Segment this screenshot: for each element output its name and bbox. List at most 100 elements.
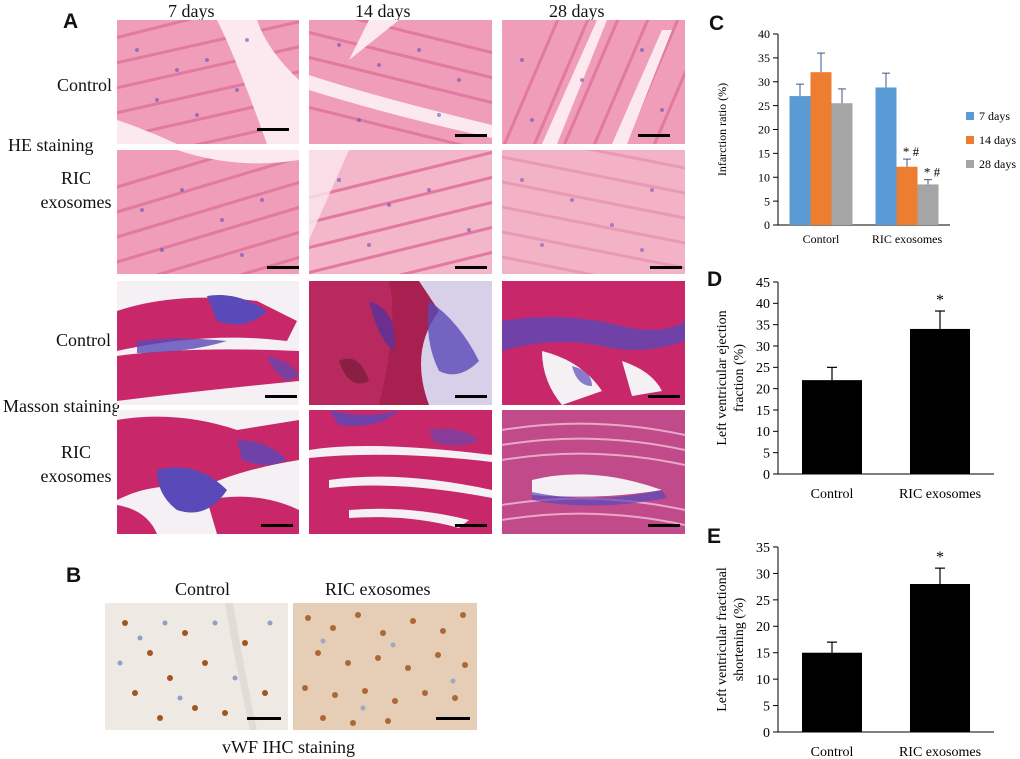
scale-bar	[455, 395, 487, 398]
y-tick-label: 25	[756, 361, 770, 376]
bar	[802, 380, 862, 474]
y-tick-label: 20	[758, 123, 770, 137]
scale-bar	[455, 266, 487, 269]
column-header-7-days: 7 days	[168, 1, 215, 21]
panel-a-letter: A	[63, 10, 79, 33]
y-tick-label: 40	[756, 297, 770, 312]
y-axis-label-line: shortening (%)	[732, 597, 747, 681]
y-axis-label: Infarction ratio (%)	[715, 83, 729, 176]
ihc-caption: vWF IHC staining	[222, 737, 355, 757]
stain-label-masson: Masson staining	[3, 396, 121, 416]
stain-label-he: HE staining	[8, 135, 94, 155]
y-axis-label: Left ventricular ejection fraction (%)	[715, 310, 747, 445]
bar	[910, 584, 970, 732]
masson-texture	[309, 281, 492, 405]
legend-label: 28 days	[979, 157, 1016, 171]
bar	[831, 103, 853, 225]
column-header-b-control: Control	[175, 579, 231, 599]
he-texture	[502, 20, 685, 144]
x-tick-label: Control	[811, 745, 854, 759]
significance-marker: * #	[924, 165, 941, 180]
y-tick-label: 10	[756, 425, 770, 440]
scale-bar	[267, 266, 299, 269]
bar	[875, 87, 897, 225]
y-tick-label: 45	[756, 276, 770, 291]
bar	[802, 652, 862, 732]
y-tick-label: 25	[756, 594, 770, 609]
bar	[789, 96, 811, 225]
masson-texture	[502, 410, 685, 534]
y-tick-label: 30	[758, 75, 770, 89]
y-tick-label: 0	[763, 726, 770, 741]
panel-b-letter: B	[66, 564, 82, 587]
masson-ric-7d-image	[117, 410, 299, 534]
column-header-28-days: 28 days	[549, 1, 605, 21]
masson-texture	[117, 281, 299, 405]
y-axis-label-line: fraction (%)	[732, 344, 747, 412]
masson-control-14d-image	[309, 281, 492, 405]
he-ric-28d-image	[502, 150, 685, 274]
y-tick-label: 35	[758, 51, 770, 65]
y-tick-label: 30	[756, 567, 770, 582]
y-tick-label: 10	[756, 673, 770, 688]
legend-label: 14 days	[979, 133, 1016, 147]
y-tick-label: 10	[758, 170, 770, 184]
y-tick-label: 15	[756, 404, 770, 419]
he-control-28d-image	[502, 20, 685, 144]
scale-bar	[261, 524, 293, 527]
column-header-14-days: 14 days	[355, 1, 411, 21]
y-tick-label: 30	[756, 340, 770, 355]
masson-texture	[117, 410, 299, 534]
y-tick-label: 15	[758, 147, 770, 161]
he-ric-14d-image	[309, 150, 492, 274]
masson-texture	[309, 410, 492, 534]
bar	[810, 72, 832, 225]
he-texture	[309, 20, 492, 144]
he-texture	[309, 150, 492, 274]
y-axis-label-line: Left ventricular ejection	[715, 310, 730, 445]
scale-bar	[648, 395, 680, 398]
significance-marker: *	[936, 549, 944, 566]
scale-bar	[257, 128, 289, 131]
legend-swatch	[966, 136, 974, 144]
x-tick-label: RIC exosomes	[899, 487, 981, 502]
scale-bar	[436, 717, 470, 720]
he-texture	[117, 20, 299, 144]
panel-d-letter: D	[707, 268, 723, 291]
ihc-texture	[293, 603, 477, 730]
legend-swatch	[966, 160, 974, 168]
legend-label: 7 days	[979, 109, 1010, 123]
scale-bar	[638, 134, 670, 137]
scale-bar	[650, 266, 682, 269]
y-tick-label: 35	[756, 541, 770, 556]
column-header-b-ric-exosomes: RIC exosomes	[325, 579, 431, 599]
y-tick-label: 20	[756, 383, 770, 398]
scale-bar	[247, 717, 281, 720]
scale-bar	[648, 524, 680, 527]
ihc-control-image	[105, 603, 288, 730]
significance-marker: *	[936, 292, 944, 309]
y-tick-label: 5	[763, 447, 770, 462]
x-tick-label: RIC exosomes	[872, 232, 943, 246]
y-tick-label: 25	[758, 99, 770, 113]
he-control-7d-image	[117, 20, 299, 144]
masson-control-7d-image	[117, 281, 299, 405]
row-label-he-control: Control	[57, 75, 113, 95]
he-texture	[117, 150, 299, 274]
masson-control-28d-image	[502, 281, 685, 405]
y-tick-label: 20	[756, 620, 770, 635]
chart-c-infarction-ratio: 0 5 10 15 20 25 30 35 40 Infarction ratio (%) Cont…	[715, 27, 1016, 246]
row-label-masson-ric-exosomes: RIC exosomes	[40, 442, 112, 486]
bar	[896, 166, 918, 225]
bar	[910, 328, 970, 474]
x-tick-label: Contorl	[803, 232, 840, 246]
panel-e-letter: E	[707, 525, 722, 548]
chart-e-fractional-shortening: 0 5 10 15 20 25 30 35 Left ventricular fractiona…	[715, 541, 994, 759]
masson-ric-14d-image	[309, 410, 492, 534]
y-tick-label: 35	[756, 319, 770, 334]
y-axis-label: Left ventricular fractional shortening (%…	[715, 567, 747, 712]
masson-texture	[502, 281, 685, 405]
y-tick-label: 15	[756, 647, 770, 662]
masson-ric-28d-image	[502, 410, 685, 534]
ihc-texture	[105, 603, 288, 730]
